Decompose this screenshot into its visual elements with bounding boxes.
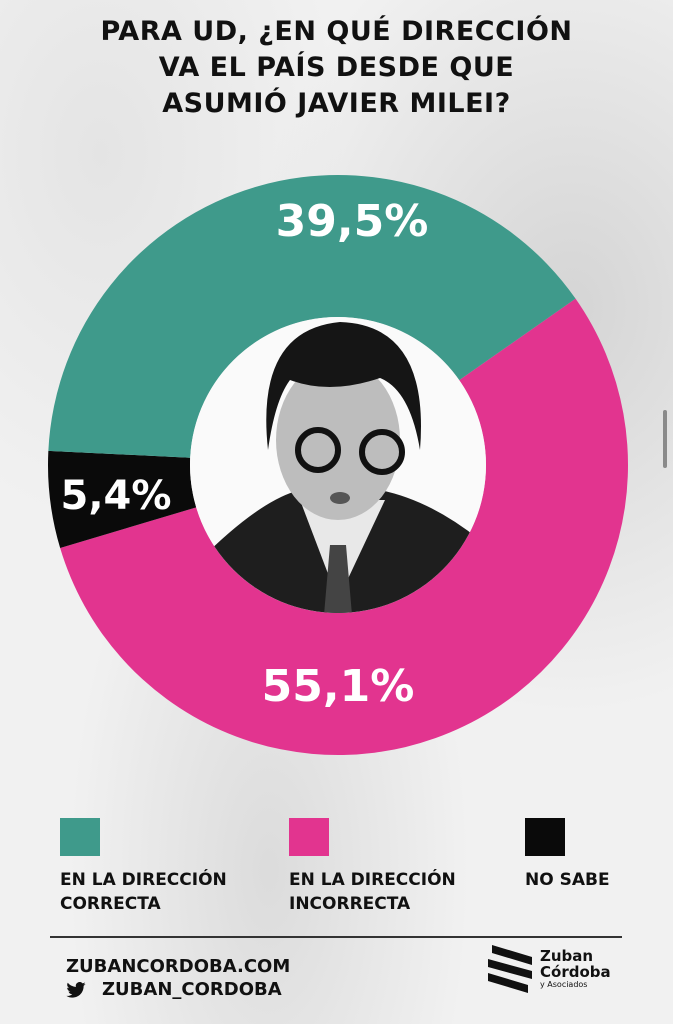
slice-incorrecta (60, 298, 629, 756)
legend-label: INCORRECTA (289, 894, 411, 914)
legend-swatch (289, 818, 329, 856)
legend-swatch (60, 818, 100, 856)
title-line: VA EL PAÍS DESDE QUE (158, 52, 515, 83)
logo-text: y Asociados (540, 980, 588, 989)
chart-title: PARA UD, ¿EN QUÉ DIRECCIÓN VA EL PAÍS DE… (0, 14, 673, 122)
legend-item-correcta: EN LA DIRECCIÓN CORRECTA (60, 818, 227, 916)
slice-correcta (48, 175, 576, 458)
footer-divider (50, 936, 622, 938)
twitter-bird-icon (66, 981, 86, 998)
data-label: 5,4% (61, 473, 172, 519)
legend-swatch (525, 818, 565, 856)
data-label: 39,5% (276, 196, 429, 247)
website-link[interactable]: ZUBANCORDOBA.COM (66, 956, 291, 977)
legend-label: EN LA DIRECCIÓN (60, 870, 227, 890)
donut-chart: 39,5% 55,1% 5,4% (48, 175, 629, 756)
scrollbar[interactable] (663, 410, 667, 468)
twitter-handle[interactable]: ZUBAN_CORDOBA (102, 979, 282, 1000)
logo-text: Zuban (540, 947, 594, 965)
center-portrait-photo (190, 317, 486, 613)
title-line: PARA UD, ¿EN QUÉ DIRECCIÓN (100, 16, 573, 47)
legend-item-incorrecta: EN LA DIRECCIÓN INCORRECTA (289, 818, 456, 916)
footer-contact: ZUBANCORDOBA.COM ZUBAN_CORDOBA (66, 955, 290, 1001)
logo-mark-icon (488, 945, 532, 993)
legend-label: EN LA DIRECCIÓN (289, 870, 456, 890)
legend-label: NO SABE (525, 870, 610, 890)
slice-no-sabe (48, 450, 197, 549)
data-label: 55,1% (262, 661, 415, 712)
legend-item-no-sabe: NO SABE (525, 818, 610, 892)
zuban-cordoba-logo: Zuban Córdoba y Asociados (488, 945, 611, 993)
legend-label: CORRECTA (60, 894, 161, 914)
logo-text: Córdoba (540, 963, 611, 981)
title-line: ASUMIÓ JAVIER MILEI? (162, 88, 511, 119)
